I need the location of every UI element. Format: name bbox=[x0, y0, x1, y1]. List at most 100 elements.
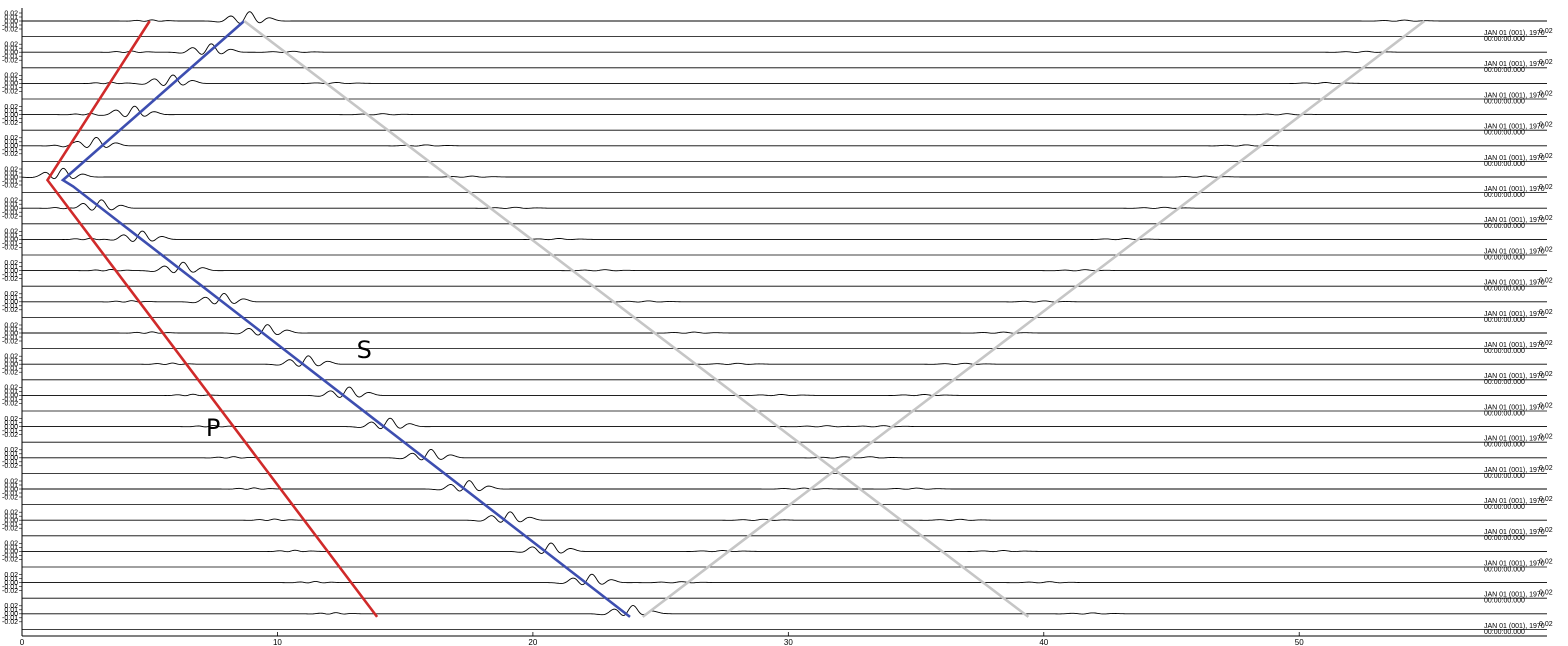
trace-date-label: JAN 01 (001), 1970 bbox=[1484, 155, 1545, 162]
trace-waveform bbox=[22, 11, 1547, 24]
amplitude-tick-label: 0.02 bbox=[4, 541, 18, 548]
trace-waveform bbox=[22, 480, 1547, 492]
amplitude-tick-label: -0.01 bbox=[2, 272, 18, 279]
amplitude-tick-label: 0.01 bbox=[4, 514, 18, 521]
amplitude-tick-label: -0.01 bbox=[2, 584, 18, 591]
trace-amplitude-axes: 0.020.010.00-0.01-0.020.020.010.00-0.01-… bbox=[2, 8, 23, 636]
right-edge-tick-label: 0.02 bbox=[1539, 434, 1553, 441]
trace-date-label: JAN 01 (001), 1970 bbox=[1484, 217, 1545, 224]
amplitude-tick-label: -0.02 bbox=[2, 338, 18, 345]
trace-waveform bbox=[22, 511, 1547, 523]
amplitude-tick-label: 0.01 bbox=[4, 358, 18, 365]
right-edge-tick-label: 0.02 bbox=[1539, 527, 1553, 534]
trace-time-label: 00:00:00.000 bbox=[1484, 161, 1525, 168]
trace-time-label: 00:00:00.000 bbox=[1484, 504, 1525, 511]
amplitude-tick-label: -0.01 bbox=[2, 116, 18, 123]
trace-waveform bbox=[22, 542, 1547, 554]
reflection-line-2 bbox=[243, 19, 1030, 618]
trace-date-label: JAN 01 (001), 1970 bbox=[1484, 280, 1545, 287]
amplitude-tick-label: -0.02 bbox=[2, 494, 18, 501]
x-tick-label: 30 bbox=[784, 638, 793, 646]
right-edge-tick-label: 0.02 bbox=[1539, 590, 1553, 597]
amplitude-tick-label: 0.02 bbox=[4, 198, 18, 205]
trace-waveform bbox=[22, 448, 1547, 461]
right-edge-tick-label: 0.02 bbox=[1539, 340, 1553, 347]
trace-date-label: JAN 01 (001), 1970 bbox=[1484, 623, 1545, 630]
amplitude-tick-label: 0.00 bbox=[4, 174, 18, 181]
trace-date-label: JAN 01 (001), 1970 bbox=[1484, 186, 1545, 193]
amplitude-tick-label: -0.02 bbox=[2, 370, 18, 377]
right-edge-tick-label: 0.02 bbox=[1539, 278, 1553, 285]
trace-waveform bbox=[22, 74, 1547, 86]
amplitude-tick-label: -0.02 bbox=[2, 151, 18, 158]
trace-waveform bbox=[22, 261, 1547, 274]
amplitude-tick-label: -0.01 bbox=[2, 178, 18, 185]
trace-waveform bbox=[22, 199, 1547, 211]
trace-time-label: 00:00:00.000 bbox=[1484, 410, 1525, 417]
trace-date-label: JAN 01 (001), 1970 bbox=[1484, 529, 1545, 536]
amplitude-tick-label: -0.01 bbox=[2, 303, 18, 310]
amplitude-tick-label: 0.02 bbox=[4, 73, 18, 80]
trace-time-label: 00:00:00.000 bbox=[1484, 223, 1525, 230]
amplitude-tick-label: 0.01 bbox=[4, 46, 18, 53]
trace-date-label: JAN 01 (001), 1970 bbox=[1484, 92, 1545, 99]
amplitude-tick-label: 0.02 bbox=[4, 322, 18, 329]
trace-date-label: JAN 01 (001), 1970 bbox=[1484, 404, 1545, 411]
x-tick-label: 0 bbox=[20, 638, 25, 646]
amplitude-tick-label: -0.02 bbox=[2, 182, 18, 189]
amplitude-tick-label: 0.00 bbox=[4, 206, 18, 213]
amplitude-tick-label: -0.01 bbox=[2, 85, 18, 92]
trace-time-label: 00:00:00.000 bbox=[1484, 629, 1525, 636]
trace-waveform bbox=[22, 417, 1547, 430]
trace-waveform bbox=[22, 43, 1547, 55]
trace-date-label: JAN 01 (001), 1970 bbox=[1484, 436, 1545, 443]
amplitude-tick-label: 0.01 bbox=[4, 139, 18, 146]
amplitude-tick-label: -0.01 bbox=[2, 54, 18, 61]
amplitude-tick-label: -0.02 bbox=[2, 245, 18, 252]
amplitude-tick-label: -0.02 bbox=[2, 619, 18, 626]
trace-time-label: 00:00:00.000 bbox=[1484, 286, 1525, 293]
trace-time-label: 00:00:00.000 bbox=[1484, 379, 1525, 386]
amplitude-tick-label: 0.00 bbox=[4, 299, 18, 306]
trace-time-label: 00:00:00.000 bbox=[1484, 254, 1525, 261]
amplitude-tick-label: 0.02 bbox=[4, 510, 18, 517]
amplitude-tick-label: 0.02 bbox=[4, 603, 18, 610]
trace-waveform bbox=[22, 355, 1547, 367]
amplitude-tick-label: 0.00 bbox=[4, 580, 18, 587]
amplitude-tick-label: 0.01 bbox=[4, 545, 18, 552]
amplitude-tick-label: 0.00 bbox=[4, 143, 18, 150]
amplitude-tick-label: 0.02 bbox=[4, 447, 18, 454]
amplitude-tick-label: 0.01 bbox=[4, 326, 18, 333]
trace-date-label: JAN 01 (001), 1970 bbox=[1484, 124, 1545, 131]
amplitude-tick-label: -0.02 bbox=[2, 58, 18, 65]
right-edge-tick-label: 0.02 bbox=[1539, 465, 1553, 472]
trace-time-label: 00:00:00.000 bbox=[1484, 566, 1525, 573]
right-edge-tick-label: 0.02 bbox=[1539, 402, 1553, 409]
trace-date-label: JAN 01 (001), 1970 bbox=[1484, 560, 1545, 567]
amplitude-tick-label: -0.01 bbox=[2, 397, 18, 404]
trace-time-label: 00:00:00.000 bbox=[1484, 67, 1525, 74]
amplitude-tick-label: 0.02 bbox=[4, 10, 18, 17]
right-edge-tick-label: 0.02 bbox=[1539, 59, 1553, 66]
amplitude-tick-label: 0.00 bbox=[4, 455, 18, 462]
amplitude-tick-label: 0.01 bbox=[4, 77, 18, 84]
amplitude-tick-label: 0.02 bbox=[4, 104, 18, 111]
x-tick-label: 40 bbox=[1039, 638, 1048, 646]
trace-waveform bbox=[22, 605, 1547, 616]
trace-waveform bbox=[22, 230, 1547, 242]
phase-line-s bbox=[60, 20, 631, 618]
amplitude-tick-label: 0.01 bbox=[4, 233, 18, 240]
trace-date-label: JAN 01 (001), 1970 bbox=[1484, 311, 1545, 318]
trace-time-label: 00:00:00.000 bbox=[1484, 473, 1525, 480]
amplitude-tick-label: -0.02 bbox=[2, 26, 18, 33]
amplitude-tick-label: 0.00 bbox=[4, 362, 18, 369]
trace-time-label: 00:00:00.000 bbox=[1484, 192, 1525, 199]
amplitude-tick-label: -0.02 bbox=[2, 588, 18, 595]
amplitude-tick-label: 0.01 bbox=[4, 420, 18, 427]
amplitude-tick-label: -0.01 bbox=[2, 553, 18, 560]
amplitude-tick-label: 0.00 bbox=[4, 237, 18, 244]
right-edge-tick-label: 0.02 bbox=[1539, 371, 1553, 378]
right-edge-tick-label: 0.02 bbox=[1539, 246, 1553, 253]
